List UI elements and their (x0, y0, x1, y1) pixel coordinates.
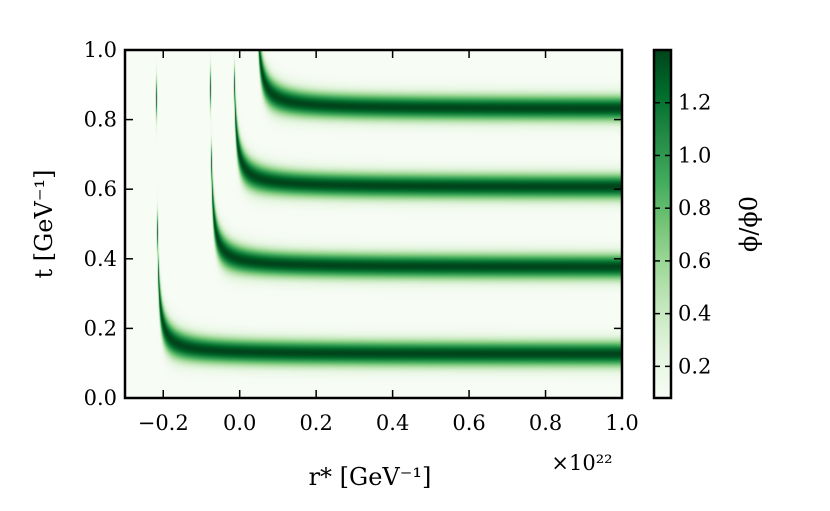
colorbar (654, 50, 671, 398)
y-tick-label: 0.0 (84, 386, 117, 410)
x-tick-label: 0.4 (376, 411, 409, 435)
x-tick-label: 0.6 (452, 411, 485, 435)
colorbar-tick-label: 1.2 (678, 91, 711, 115)
colorbar-tick-label: 1.0 (678, 143, 711, 167)
y-tick-label: 0.4 (84, 247, 117, 271)
x-axis-multiplier: ×10²² (551, 451, 612, 475)
x-axis: −0.2 0.0 0.2 0.4 0.6 0.8 1.0 (138, 50, 639, 435)
y-axis: 0.0 0.2 0.4 0.6 0.8 1.0 (84, 38, 622, 410)
plot-frame (123, 48, 624, 400)
colorbar-tick-label: 0.6 (678, 249, 711, 273)
colorbar-ticks: 0.2 0.4 0.6 0.8 1.0 1.2 (654, 91, 711, 378)
x-tick-label: 0.8 (529, 411, 562, 435)
heatmap-image (125, 50, 622, 398)
x-tick-label: 0.2 (299, 411, 332, 435)
x-axis-label: r* [GeV⁻¹] (309, 463, 432, 491)
colorbar-frame (652, 48, 673, 400)
x-tick-label: 1.0 (605, 411, 638, 435)
x-tick-label: 0.0 (223, 411, 256, 435)
y-axis-label: t [GeV⁻¹] (30, 170, 58, 279)
y-tick-label: 1.0 (84, 38, 117, 62)
x-tick-label: −0.2 (138, 411, 189, 435)
colorbar-tick-label: 0.4 (678, 302, 711, 326)
y-tick-label: 0.6 (84, 177, 117, 201)
y-tick-label: 0.2 (84, 316, 117, 340)
y-tick-label: 0.8 (84, 108, 117, 132)
heatmap-image-container (125, 50, 622, 398)
colorbar-tick-label: 0.8 (678, 196, 711, 220)
colorbar-label: ϕ/ϕ0 (735, 196, 763, 252)
colorbar-tick-label: 0.2 (678, 354, 711, 378)
